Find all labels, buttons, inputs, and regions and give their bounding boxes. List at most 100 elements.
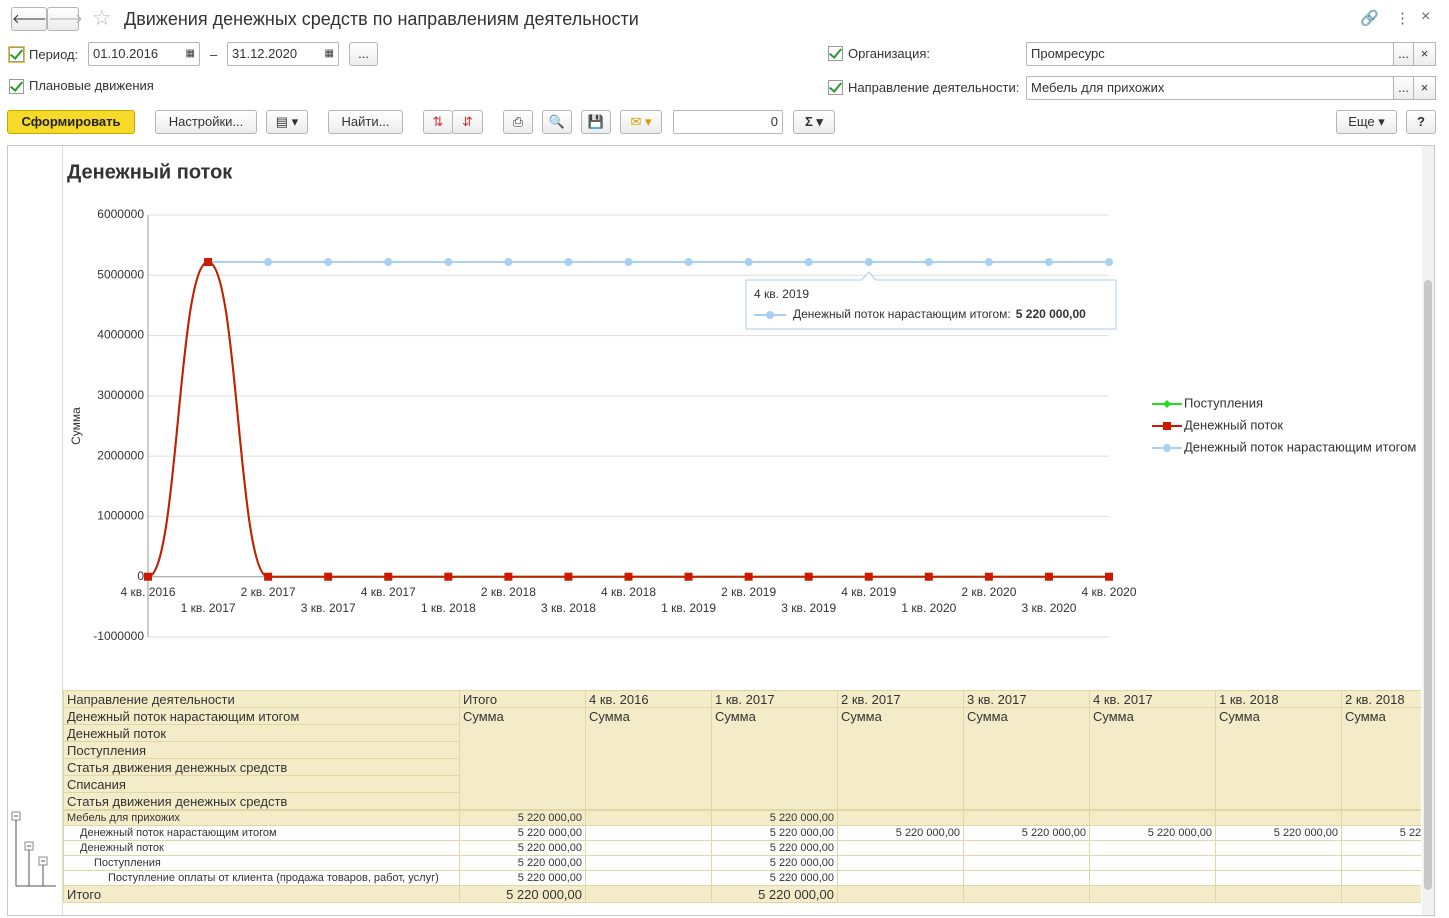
org-clear[interactable]: × [1413, 42, 1436, 66]
link-icon[interactable]: 🔗 [1360, 10, 1379, 27]
help-button[interactable]: ? [1406, 110, 1436, 134]
total-cell [585, 885, 712, 903]
planned-checkbox[interactable] [9, 79, 24, 94]
calendar-icon[interactable]: ▦ [324, 48, 334, 59]
find-button[interactable]: Найти... [328, 110, 403, 134]
settings-button[interactable]: Настройки... [155, 110, 257, 134]
preview-button[interactable]: 🔍 [542, 110, 572, 134]
point [744, 258, 753, 267]
direction-label: Направление деятельности: [848, 80, 1020, 95]
date-to[interactable]: 31.12.2020 ▦ [227, 42, 339, 66]
point [564, 258, 573, 267]
print-button[interactable]: ⎙ [503, 110, 533, 134]
dash: – [210, 47, 218, 62]
point [924, 572, 933, 581]
header-label: Статья движения денежных средств [63, 792, 460, 810]
table-cell [1215, 870, 1342, 886]
more-button[interactable]: Еще ▾ [1336, 110, 1397, 134]
direction-checkbox[interactable] [828, 80, 843, 95]
point [624, 572, 633, 581]
column-sub: Сумма [711, 707, 838, 810]
menu-icon[interactable]: ⋮ [1395, 10, 1410, 27]
direction-field[interactable]: Мебель для прихожих [1026, 76, 1394, 100]
y-axis-label: Сумма [69, 407, 83, 445]
outline-controls [11, 811, 56, 887]
mail-button[interactable]: ✉ ▾ [620, 110, 662, 134]
back-button[interactable]: 🡐 [11, 7, 47, 31]
point [624, 258, 633, 267]
tooltip-category: 4 кв. 2019 [754, 287, 809, 301]
y-tick-label: 5000000 [97, 267, 144, 281]
point [924, 258, 933, 267]
table-cell [837, 855, 964, 871]
total-cell [837, 885, 964, 903]
save-button[interactable]: 💾 [581, 110, 611, 134]
total-cell: 5 220 000,00 [459, 885, 586, 903]
period-label: Период: [29, 47, 79, 62]
table-cell [1089, 855, 1216, 871]
header-label: Денежный поток [63, 724, 460, 742]
x-tick-label: 4 кв. 2020 [1082, 585, 1137, 599]
org-checkbox[interactable] [828, 46, 843, 61]
table-cell: 5 220 000,00 [711, 870, 838, 886]
table-cell [1089, 840, 1216, 856]
scroll-thumb[interactable] [1424, 280, 1432, 890]
column-title: 1 кв. 2017 [711, 690, 838, 708]
x-tick-label: 4 кв. 2018 [601, 585, 656, 599]
point [744, 572, 753, 581]
date-from[interactable]: 01.10.2016 ▦ [88, 42, 200, 66]
table-cell [1341, 810, 1421, 826]
more-text: Еще [1348, 114, 1375, 129]
tooltip-label: Денежный поток нарастающим итогом: [793, 307, 1011, 321]
chart: Денежный поток Сумма -1000000 0 1000000 200… [67, 161, 1416, 643]
y-tick-label: 3000000 [97, 388, 144, 402]
favorite-star[interactable]: ☆ [92, 5, 112, 30]
table-cell: 5 220 000,00 [963, 825, 1090, 841]
sum-field[interactable]: 0 [673, 110, 783, 134]
x-tick-label: 1 кв. 2018 [421, 601, 476, 615]
legend-label: Денежный поток нарастающим итогом [1184, 439, 1416, 454]
total-cell [1341, 885, 1421, 903]
point [1163, 422, 1171, 430]
x-tick-label: 3 кв. 2019 [781, 601, 836, 615]
x-tick-label: 3 кв. 2017 [301, 601, 356, 615]
point [1044, 572, 1053, 581]
x-tick-label: 1 кв. 2020 [901, 601, 956, 615]
column-title: 2 кв. 2017 [837, 690, 964, 708]
calendar-icon[interactable]: ▦ [185, 48, 195, 59]
column-title: 1 кв. 2018 [1215, 690, 1342, 708]
period-checkbox[interactable] [8, 46, 25, 63]
table-cell: 5 220 000,00 [459, 870, 586, 886]
date-to-text: 31.12.2020 [232, 46, 298, 61]
sum-button[interactable]: Σ ▾ [793, 110, 835, 134]
table-cell: 5 220 000,00 [837, 825, 964, 841]
row-label: Поступления [63, 855, 460, 871]
point [1105, 258, 1113, 267]
generate-button[interactable]: Сформировать [7, 110, 135, 134]
total-cell [963, 885, 1090, 903]
table-cell [1341, 870, 1421, 886]
y-tick-label: 0 [137, 569, 144, 583]
column-title: Итого [459, 690, 586, 708]
point [1163, 444, 1171, 452]
period-select-button[interactable]: ... [349, 42, 378, 66]
report-frame [7, 145, 1435, 916]
table-cell: 5 220 000,00 [459, 810, 586, 826]
close-icon[interactable]: × [1421, 8, 1431, 25]
direction-clear[interactable]: × [1413, 76, 1436, 100]
column-title: 3 кв. 2017 [963, 690, 1090, 708]
x-tick-label: 3 кв. 2020 [1021, 601, 1076, 615]
org-field[interactable]: Промресурс [1026, 42, 1394, 66]
point [804, 572, 813, 581]
collapse-button[interactable]: ⇵ [452, 110, 483, 134]
variants-button[interactable]: ▤ ▾ [266, 110, 308, 134]
table-cell: 5 220 000,00 [459, 855, 586, 871]
table-cell [963, 855, 1090, 871]
total-cell [1215, 885, 1342, 903]
point [384, 572, 393, 581]
y-tick-label: 2000000 [97, 448, 144, 462]
forward-button[interactable]: 🡒 [47, 7, 83, 31]
point [444, 572, 453, 581]
x-tick-label: 3 кв. 2018 [541, 601, 596, 615]
